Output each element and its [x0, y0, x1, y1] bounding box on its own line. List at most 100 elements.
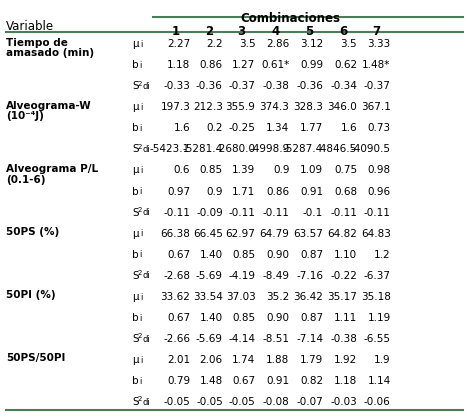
Text: 0.86: 0.86 [266, 186, 289, 197]
Text: (0.1-6): (0.1-6) [6, 175, 45, 184]
Text: -0.37: -0.37 [364, 81, 391, 91]
Text: 0.85: 0.85 [232, 313, 256, 323]
Text: -8.49: -8.49 [263, 271, 289, 281]
Text: 0.62: 0.62 [334, 60, 357, 70]
Text: 2.01: 2.01 [167, 355, 190, 365]
Text: amasado (min): amasado (min) [6, 49, 94, 58]
Text: -4846.5: -4846.5 [317, 145, 357, 155]
Text: i: i [139, 377, 141, 385]
Text: 0.9: 0.9 [273, 166, 289, 176]
Text: μ: μ [132, 166, 138, 176]
Text: -5281.4: -5281.4 [182, 145, 223, 155]
Text: i: i [139, 124, 141, 133]
Text: di: di [143, 208, 151, 217]
Text: 1: 1 [172, 25, 180, 38]
Text: 355.9: 355.9 [226, 102, 256, 112]
Text: 2.27: 2.27 [167, 39, 190, 49]
Text: -0.06: -0.06 [364, 397, 391, 407]
Text: 0.67: 0.67 [167, 250, 190, 260]
Text: 63.57: 63.57 [293, 229, 323, 238]
Text: -2680.0: -2680.0 [215, 145, 256, 155]
Text: i: i [140, 356, 143, 365]
Text: -0.33: -0.33 [163, 81, 190, 91]
Text: -0.11: -0.11 [228, 207, 256, 217]
Text: 1.27: 1.27 [232, 60, 256, 70]
Text: 0.82: 0.82 [300, 376, 323, 386]
Text: 2: 2 [137, 144, 142, 150]
Text: -6.55: -6.55 [363, 334, 391, 344]
Text: -0.36: -0.36 [296, 81, 323, 91]
Text: b: b [132, 186, 138, 197]
Text: -0.08: -0.08 [263, 397, 289, 407]
Text: -0.09: -0.09 [196, 207, 223, 217]
Text: 0.87: 0.87 [300, 250, 323, 260]
Text: -5.69: -5.69 [196, 334, 223, 344]
Text: i: i [140, 166, 143, 176]
Text: -0.05: -0.05 [229, 397, 256, 407]
Text: -0.11: -0.11 [364, 207, 391, 217]
Text: -0.37: -0.37 [228, 81, 256, 91]
Text: 0.91: 0.91 [266, 376, 289, 386]
Text: 1.39: 1.39 [232, 166, 256, 176]
Text: i: i [139, 61, 141, 70]
Text: 0.99: 0.99 [300, 60, 323, 70]
Text: b: b [132, 60, 138, 70]
Text: μ: μ [132, 292, 138, 302]
Text: 3.5: 3.5 [239, 39, 256, 49]
Text: i: i [140, 292, 143, 302]
Text: -4998.9: -4998.9 [249, 145, 289, 155]
Text: 50PI (%): 50PI (%) [6, 290, 56, 300]
Text: 0.85: 0.85 [232, 250, 256, 260]
Text: b: b [132, 376, 138, 386]
Text: μ: μ [132, 102, 138, 112]
Text: 1.77: 1.77 [300, 124, 323, 133]
Text: -7.16: -7.16 [296, 271, 323, 281]
Text: di: di [143, 335, 151, 344]
Text: 66.45: 66.45 [193, 229, 223, 238]
Text: 1.10: 1.10 [334, 250, 357, 260]
Text: 35.17: 35.17 [327, 292, 357, 302]
Text: 1.48*: 1.48* [363, 60, 391, 70]
Text: 1.6: 1.6 [174, 124, 190, 133]
Text: -4090.5: -4090.5 [351, 145, 391, 155]
Text: 2: 2 [137, 396, 142, 402]
Text: b: b [132, 313, 138, 323]
Text: 1.88: 1.88 [266, 355, 289, 365]
Text: μ: μ [132, 39, 138, 49]
Text: 1.18: 1.18 [167, 60, 190, 70]
Text: 0.68: 0.68 [334, 186, 357, 197]
Text: 36.42: 36.42 [293, 292, 323, 302]
Text: -4.19: -4.19 [228, 271, 256, 281]
Text: -0.38: -0.38 [263, 81, 289, 91]
Text: S: S [132, 207, 138, 217]
Text: 0.6: 0.6 [174, 166, 190, 176]
Text: -4.14: -4.14 [228, 334, 256, 344]
Text: 2: 2 [137, 333, 142, 339]
Text: 0.90: 0.90 [266, 250, 289, 260]
Text: 197.3: 197.3 [160, 102, 190, 112]
Text: i: i [140, 40, 143, 49]
Text: 0.79: 0.79 [167, 376, 190, 386]
Text: -0.36: -0.36 [196, 81, 223, 91]
Text: 1.2: 1.2 [374, 250, 391, 260]
Text: 1.34: 1.34 [266, 124, 289, 133]
Text: 1.48: 1.48 [200, 376, 223, 386]
Text: -0.1: -0.1 [303, 207, 323, 217]
Text: di: di [143, 145, 151, 154]
Text: 50PS/50PI: 50PS/50PI [6, 353, 66, 363]
Text: 346.0: 346.0 [327, 102, 357, 112]
Text: S: S [132, 334, 138, 344]
Text: -0.05: -0.05 [164, 397, 190, 407]
Text: 66.38: 66.38 [160, 229, 190, 238]
Text: -2.68: -2.68 [163, 271, 190, 281]
Text: 0.61*: 0.61* [261, 60, 289, 70]
Text: 33.54: 33.54 [193, 292, 223, 302]
Text: 0.98: 0.98 [368, 166, 391, 176]
Text: -7.14: -7.14 [296, 334, 323, 344]
Text: Variable: Variable [6, 21, 54, 34]
Text: 1.40: 1.40 [200, 250, 223, 260]
Text: 0.67: 0.67 [232, 376, 256, 386]
Text: 1.14: 1.14 [367, 376, 391, 386]
Text: 2: 2 [205, 25, 213, 38]
Text: di: di [143, 398, 151, 407]
